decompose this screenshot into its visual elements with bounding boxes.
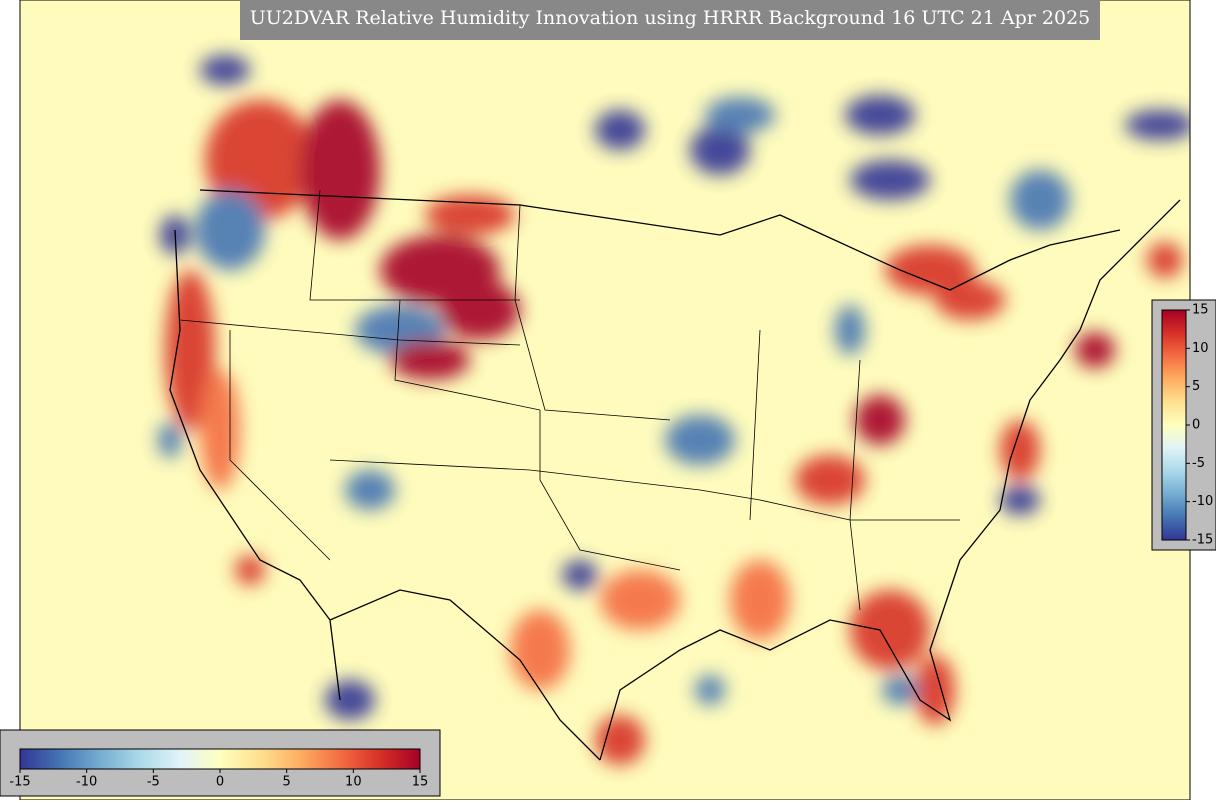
colorbar [19, 748, 421, 770]
title: UU2DVAR Relative Humidity Innovation usi… [250, 7, 1091, 29]
tick-label: 5 [1192, 379, 1200, 394]
colorbar [1161, 309, 1187, 541]
tick-label: -5 [1192, 456, 1205, 471]
tick-label: -10 [76, 775, 97, 790]
colorbar-vertical: -15 -10 -5 0 5 10 15 [1151, 299, 1216, 551]
tick-label: 15 [1192, 303, 1209, 318]
tick-label: -5 [147, 775, 160, 790]
tick-label: 0 [1192, 418, 1200, 433]
tick-label: 0 [216, 775, 224, 790]
tick-label: -10 [1192, 494, 1213, 509]
tick-label: 5 [283, 775, 291, 790]
map-field [20, 0, 1190, 800]
tick-label: -15 [1192, 533, 1213, 548]
tick-label: 10 [345, 775, 362, 790]
tick-label: 10 [1192, 341, 1209, 356]
tick-label: -15 [9, 775, 30, 790]
colorbar-horizontal: -15 -10 -5 0 5 10 15 [0, 729, 441, 797]
tick-label: 15 [412, 775, 429, 790]
title-box [240, 0, 1100, 40]
